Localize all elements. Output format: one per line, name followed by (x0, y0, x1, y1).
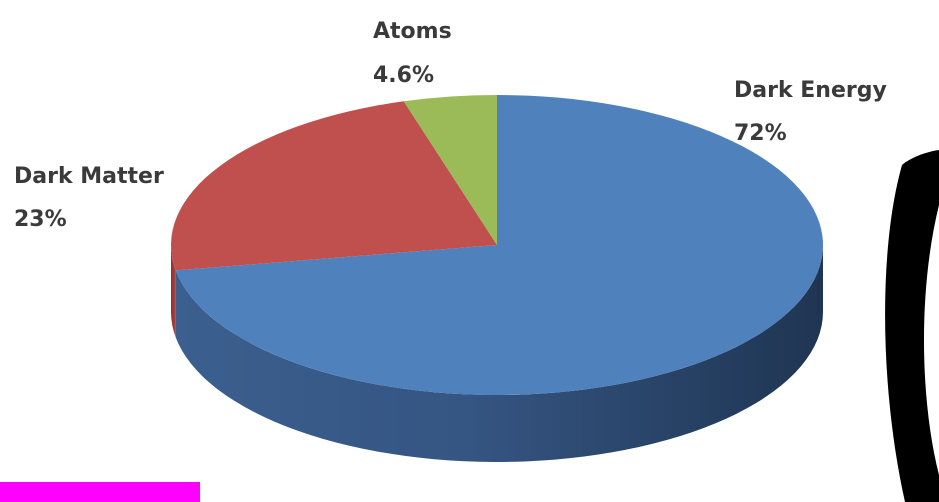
decorative-crescent (885, 150, 939, 502)
label-atoms-value: 4.6% (373, 63, 434, 88)
slice-dark-matter (171, 101, 497, 271)
label-dark-matter-name: Dark Matter (14, 164, 164, 189)
slice-dark-energy (175, 95, 824, 395)
label-dark-matter-value: 23% (14, 207, 67, 232)
slice-dark-matter-side (171, 245, 176, 338)
slice-atoms (403, 95, 497, 245)
label-atoms-name: Atoms (373, 19, 452, 44)
label-dark-energy-name: Dark Energy (734, 78, 887, 103)
label-dark-energy-value: 72% (734, 121, 787, 146)
magenta-bar (0, 482, 200, 502)
slice-dark-energy-side (175, 245, 824, 462)
